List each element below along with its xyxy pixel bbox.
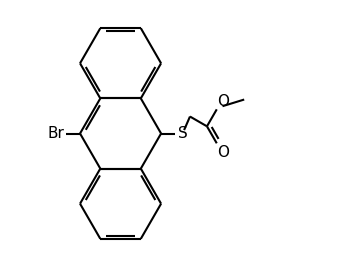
Text: Br: Br <box>48 126 65 141</box>
Text: S: S <box>178 126 187 141</box>
Text: O: O <box>218 145 230 160</box>
Text: O: O <box>218 93 230 109</box>
